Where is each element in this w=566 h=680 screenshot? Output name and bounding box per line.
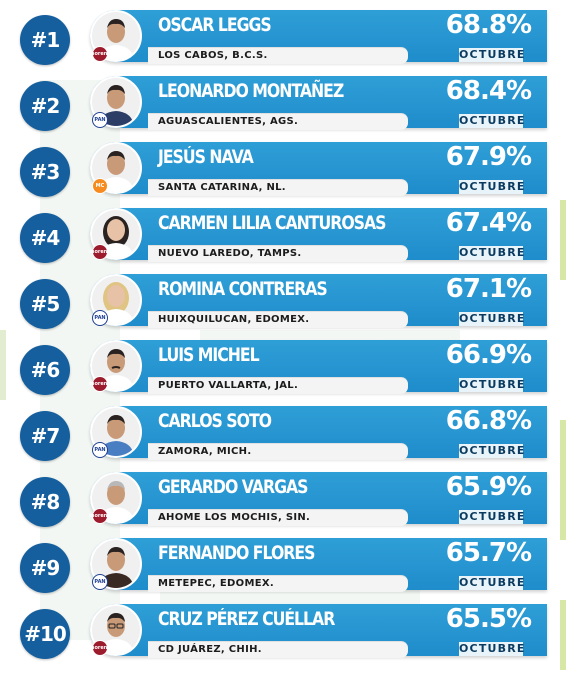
candidate-name: LEONARDO MONTAÑEZ xyxy=(158,81,344,102)
rank-badge: #6 xyxy=(20,345,70,395)
approval-percent: 65.5% xyxy=(445,604,532,634)
candidate-card: CD JUÁREZ, CHIH. CRUZ PÉREZ CUÉLLAR 65.5… xyxy=(89,604,547,658)
candidate-card: PUERTO VALLARTA, JAL. LUIS MICHEL 66.9% … xyxy=(89,340,547,394)
location-strip: NUEVO LAREDO, TAMPS. xyxy=(148,245,408,262)
month-label: OCTUBRE xyxy=(459,312,526,326)
rank-badge: #9 xyxy=(20,543,70,593)
rank-badge: #1 xyxy=(20,15,70,65)
candidate-card: SANTA CATARINA, NL. JESÚS NAVA 67.9% OCT… xyxy=(90,142,547,196)
background-sidebar-right-2 xyxy=(560,420,566,540)
month-label: OCTUBRE xyxy=(459,180,526,194)
rank-badge: #2 xyxy=(20,81,70,131)
location-strip: CD JUÁREZ, CHIH. xyxy=(148,641,408,658)
location-strip: METEPEC, EDOMEX. xyxy=(148,575,408,592)
month-label: OCTUBRE xyxy=(459,246,526,260)
approval-percent: 65.9% xyxy=(445,472,532,502)
ranking-row: #8 AHOME LOS MOCHIS, SIN. GERARDO VARGAS… xyxy=(0,472,566,530)
ranking-row: #4 NUEVO LAREDO, TAMPS. CARMEN LILIA CAN… xyxy=(0,208,566,266)
party-logo-icon: morena xyxy=(89,244,111,260)
candidate-name: OSCAR LEGGS xyxy=(158,15,272,36)
location-strip: HUIXQUILUCAN, EDOMEX. xyxy=(148,311,408,328)
month-label: OCTUBRE xyxy=(459,114,526,128)
location-strip: ZAMORA, MICH. xyxy=(148,443,408,460)
party-logo-icon: morena xyxy=(89,508,111,524)
background-sidebar-left xyxy=(0,330,6,400)
party-logo-icon: PAN xyxy=(92,112,108,128)
candidate-name: GERARDO VARGAS xyxy=(158,477,308,498)
ranking-row: #5 HUIXQUILUCAN, EDOMEX. ROMINA CONTRERA… xyxy=(0,274,566,332)
candidate-card: AHOME LOS MOCHIS, SIN. GERARDO VARGAS 65… xyxy=(89,472,547,526)
location-strip: LOS CABOS, B.C.S. xyxy=(148,47,408,64)
approval-percent: 67.4% xyxy=(445,208,532,238)
candidate-photo xyxy=(90,142,142,194)
background-sidebar-right-3 xyxy=(560,600,566,670)
approval-percent: 66.9% xyxy=(445,340,532,370)
month-label: OCTUBRE xyxy=(459,48,526,62)
location-strip: AHOME LOS MOCHIS, SIN. xyxy=(148,509,408,526)
party-logo-icon: morena xyxy=(89,376,111,392)
approval-percent: 66.8% xyxy=(445,406,532,436)
candidate-location: LOS CABOS, B.C.S. xyxy=(158,50,268,61)
candidate-card: HUIXQUILUCAN, EDOMEX. ROMINA CONTRERAS 6… xyxy=(90,274,547,328)
ranking-row: #3 SANTA CATARINA, NL. JESÚS NAVA 67.9% … xyxy=(0,142,566,200)
approval-percent: 67.1% xyxy=(445,274,532,304)
candidate-card: ZAMORA, MICH. CARLOS SOTO 66.8% OCTUBRE … xyxy=(90,406,547,460)
candidate-name: JESÚS NAVA xyxy=(158,147,254,168)
ranking-row: #7 ZAMORA, MICH. CARLOS SOTO 66.8% OCTUB… xyxy=(0,406,566,464)
location-strip: AGUASCALIENTES, AGS. xyxy=(148,113,408,130)
month-label: OCTUBRE xyxy=(459,642,526,656)
candidate-name: CARLOS SOTO xyxy=(158,411,272,432)
candidate-location: PUERTO VALLARTA, JAL. xyxy=(158,380,299,391)
candidate-location: AHOME LOS MOCHIS, SIN. xyxy=(158,512,311,523)
rank-badge: #4 xyxy=(20,213,70,263)
ranking-row: #6 PUERTO VALLARTA, JAL. LUIS MICHEL 66.… xyxy=(0,340,566,398)
candidate-location: ZAMORA, MICH. xyxy=(158,446,252,457)
candidate-name: FERNANDO FLORES xyxy=(158,543,315,564)
candidate-name: LUIS MICHEL xyxy=(158,345,260,366)
candidate-location: SANTA CATARINA, NL. xyxy=(158,182,286,193)
candidate-name: ROMINA CONTRERAS xyxy=(158,279,328,300)
candidate-name: CARMEN LILIA CANTUROSAS xyxy=(158,213,386,234)
candidate-card: AGUASCALIENTES, AGS. LEONARDO MONTAÑEZ 6… xyxy=(90,76,547,130)
candidate-location: NUEVO LAREDO, TAMPS. xyxy=(158,248,302,259)
background-sidebar-right-1 xyxy=(560,200,566,280)
ranking-row: #2 AGUASCALIENTES, AGS. LEONARDO MONTAÑE… xyxy=(0,76,566,134)
approval-percent: 67.9% xyxy=(445,142,532,172)
candidate-photo xyxy=(90,274,142,326)
ranking-row: #9 METEPEC, EDOMEX. FERNANDO FLORES 65.7… xyxy=(0,538,566,596)
party-logo-icon: morena xyxy=(89,640,111,656)
candidate-card: NUEVO LAREDO, TAMPS. CARMEN LILIA CANTUR… xyxy=(89,208,547,262)
party-logo-icon: PAN xyxy=(92,442,108,458)
candidate-location: AGUASCALIENTES, AGS. xyxy=(158,116,299,127)
rank-badge: #7 xyxy=(20,411,70,461)
background-band-mid-2 xyxy=(160,590,420,604)
party-logo-icon: morena xyxy=(89,46,111,62)
rank-badge: #5 xyxy=(20,279,70,329)
party-logo-icon: PAN xyxy=(92,574,108,590)
candidate-card: LOS CABOS, B.C.S. OSCAR LEGGS 68.8% OCTU… xyxy=(89,10,547,64)
location-strip: SANTA CATARINA, NL. xyxy=(148,179,408,196)
month-label: OCTUBRE xyxy=(459,576,526,590)
party-logo-icon: PAN xyxy=(92,310,108,326)
approval-percent: 68.8% xyxy=(445,10,532,40)
candidate-name: CRUZ PÉREZ CUÉLLAR xyxy=(158,609,335,630)
party-logo-icon: MC xyxy=(92,178,108,194)
rank-badge: #8 xyxy=(20,477,70,527)
month-label: OCTUBRE xyxy=(459,510,526,524)
ranking-row: #1 LOS CABOS, B.C.S. OSCAR LEGGS 68.8% O… xyxy=(0,10,566,68)
approval-percent: 65.7% xyxy=(445,538,532,568)
candidate-location: METEPEC, EDOMEX. xyxy=(158,578,274,589)
candidate-card: METEPEC, EDOMEX. FERNANDO FLORES 65.7% O… xyxy=(90,538,547,592)
rank-badge: #10 xyxy=(20,609,70,659)
ranking-row: #10 CD JUÁREZ, CHIH. CRUZ PÉREZ CUÉLLAR … xyxy=(0,604,566,662)
candidate-location: HUIXQUILUCAN, EDOMEX. xyxy=(158,314,310,325)
rank-badge: #3 xyxy=(20,147,70,197)
month-label: OCTUBRE xyxy=(459,378,526,392)
candidate-location: CD JUÁREZ, CHIH. xyxy=(158,644,262,655)
location-strip: PUERTO VALLARTA, JAL. xyxy=(148,377,408,394)
month-label: OCTUBRE xyxy=(459,444,526,458)
approval-percent: 68.4% xyxy=(445,76,532,106)
